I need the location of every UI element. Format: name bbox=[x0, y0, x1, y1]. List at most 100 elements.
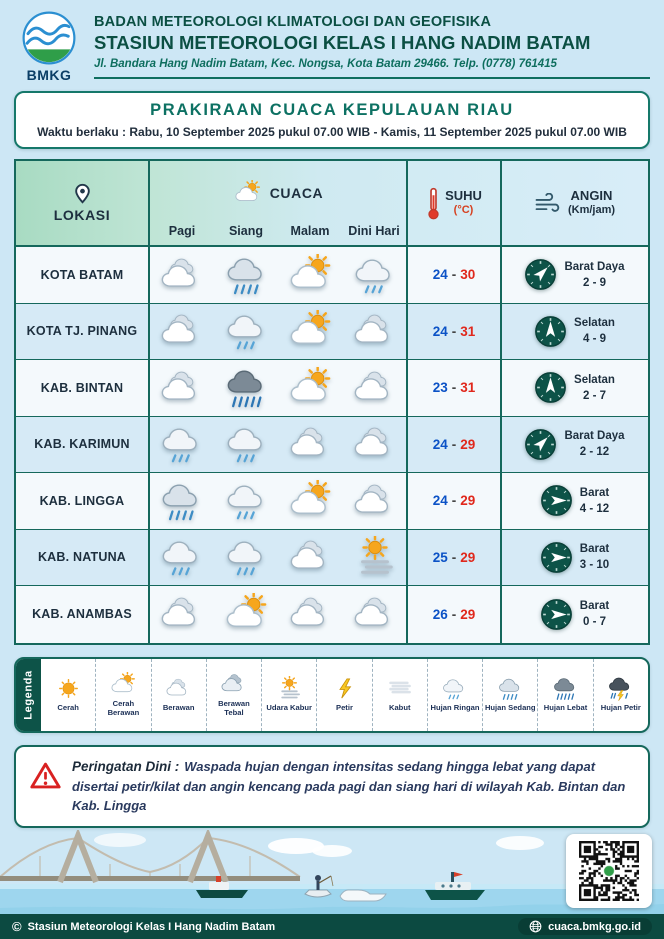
globe-icon bbox=[529, 920, 542, 933]
wind-compass-icon bbox=[535, 315, 566, 347]
table-header: LOKASI CUACA Pagi Siang Malam Dini Hari … bbox=[16, 161, 648, 247]
weather-icon bbox=[352, 480, 398, 522]
weather-icon bbox=[288, 423, 334, 465]
temp-min: 24 bbox=[432, 267, 448, 283]
location-label: KOTA BATAM bbox=[16, 247, 150, 303]
station-address: Jl. Bandara Hang Nadim Batam, Kec. Nongs… bbox=[94, 58, 557, 70]
wind-cell: Barat 0 - 7 bbox=[502, 598, 648, 630]
temp-min: 24 bbox=[432, 493, 448, 509]
temp-min: 24 bbox=[432, 436, 448, 452]
weather-icon bbox=[224, 536, 270, 578]
weather-icon bbox=[288, 479, 334, 522]
weather-icon bbox=[288, 253, 334, 296]
wind-cell: Barat Daya 2 - 9 bbox=[502, 259, 648, 291]
wind-speed: 2 - 9 bbox=[582, 276, 606, 289]
temperature-cell: 23-31 bbox=[408, 360, 502, 416]
legend-item-label: Hujan Lebat bbox=[543, 703, 588, 713]
temp-min: 26 bbox=[432, 606, 448, 622]
weather-icon bbox=[159, 480, 205, 522]
wind-cell: Selatan 2 - 7 bbox=[502, 372, 648, 404]
temp-min: 25 bbox=[432, 549, 448, 565]
legend-item-label: Cerah Berawan bbox=[107, 698, 140, 717]
station-name: Stasiun Meteorologi Kelas I Hang Nadim B… bbox=[27, 920, 276, 933]
bmkg-logo-text: BMKG bbox=[26, 67, 72, 83]
wind-cell: Barat Daya 2 - 12 bbox=[502, 428, 648, 460]
temp-max: 31 bbox=[460, 380, 476, 396]
legend-item: Petir bbox=[317, 658, 373, 731]
weather-icon bbox=[224, 254, 270, 296]
weather-icon bbox=[352, 367, 398, 409]
weather-icon bbox=[352, 254, 398, 296]
legend-item-label: Berawan bbox=[162, 703, 195, 713]
temperature-cell: 24-31 bbox=[408, 303, 502, 359]
wind-direction: Barat Daya bbox=[564, 430, 625, 443]
wind-compass-icon bbox=[540, 541, 572, 573]
landscape-illustration bbox=[0, 830, 664, 914]
legend-item: Hujan Ringan bbox=[428, 658, 484, 731]
time-label-siang: Siang bbox=[228, 224, 264, 238]
legend-title: Legenda bbox=[22, 669, 35, 720]
weather-icon bbox=[159, 310, 205, 352]
weather-icon bbox=[159, 593, 205, 635]
table-row: KAB. BINTAN 23-31 Selatan 2 - 7 bbox=[16, 360, 648, 417]
warning-box: Peringatan Dini : Waspada hujan dengan in… bbox=[14, 744, 650, 828]
warning-triangle-icon bbox=[30, 762, 61, 790]
legend-item: Berawan bbox=[152, 658, 207, 731]
legend-item: Berawan Tebal bbox=[207, 658, 263, 731]
angin-unit: (Km/jam) bbox=[567, 204, 616, 217]
weather-icon bbox=[159, 536, 205, 578]
legend-item-label: Udara Kabur bbox=[266, 703, 312, 713]
legend: Legenda Cerah Cerah Berawan Berawan Bera… bbox=[14, 656, 650, 733]
thermometer-icon bbox=[426, 187, 441, 220]
temp-max: 29 bbox=[460, 493, 476, 509]
weather-icon bbox=[552, 676, 579, 701]
table-row: KOTA BATAM 24-30 Barat Daya 2 - 9 bbox=[16, 247, 648, 304]
station-title: STASIUN METEOROLOGI KELAS I HANG NADIM B… bbox=[94, 32, 591, 53]
copyright-icon: © bbox=[12, 919, 22, 934]
legend-item: Hujan Lebat bbox=[538, 658, 594, 731]
location-pin-icon bbox=[73, 183, 92, 204]
footer-illustration bbox=[0, 830, 664, 914]
wind-compass-icon bbox=[525, 259, 557, 291]
wind-compass-icon bbox=[540, 598, 572, 630]
column-lokasi: LOKASI bbox=[16, 161, 150, 245]
header-text: BADAN METEOROLOGI KLIMATOLOGI DAN GEOFIS… bbox=[94, 14, 650, 79]
legend-item-label: Berawan Tebal bbox=[218, 698, 250, 717]
bmkg-logo: BMKG bbox=[16, 10, 82, 83]
legend-item: Hujan Petir bbox=[594, 659, 648, 731]
time-label-dini-hari: Dini Hari bbox=[348, 224, 400, 238]
warning-label: Peringatan Dini : bbox=[72, 758, 180, 774]
temp-max: 29 bbox=[460, 436, 476, 452]
wind-direction: Selatan bbox=[574, 373, 615, 386]
org-name: BADAN METEOROLOGI KLIMATOLOGI DAN GEOFIS… bbox=[94, 14, 492, 30]
temp-max: 29 bbox=[460, 549, 476, 565]
legend-tab: Legenda bbox=[16, 658, 41, 731]
weather-icon bbox=[386, 676, 413, 701]
weather-icon bbox=[165, 676, 192, 701]
weather-icon bbox=[159, 423, 205, 465]
legend-item-label: Kabut bbox=[388, 703, 411, 713]
temperature-cell: 24-29 bbox=[408, 473, 502, 529]
temp-min: 24 bbox=[432, 323, 448, 339]
legend-item: Udara Kabur bbox=[262, 658, 318, 731]
table-row: KAB. ANAMBAS 26-29 Barat 0 - 7 bbox=[16, 586, 648, 643]
website-url: cuaca.bmkg.go.id bbox=[548, 920, 641, 933]
weather-icon bbox=[224, 480, 270, 522]
forecast-table: LOKASI CUACA Pagi Siang Malam Dini Hari … bbox=[14, 159, 650, 645]
weather-icon bbox=[441, 676, 468, 701]
angin-label: ANGIN bbox=[570, 188, 613, 203]
temperature-cell: 24-29 bbox=[408, 416, 502, 472]
wind-compass-icon bbox=[535, 372, 566, 404]
suhu-unit: (°C) bbox=[453, 204, 474, 217]
page-title: PRAKIRAAN CUACA KEPULAUAN RIAU bbox=[150, 101, 514, 119]
weather-icon bbox=[331, 676, 358, 701]
time-label-pagi: Pagi bbox=[168, 224, 196, 238]
qr-box bbox=[566, 834, 652, 908]
table-row: KAB. LINGGA 24-29 Barat 4 - 12 bbox=[16, 473, 648, 530]
table-row: KOTA TJ. PINANG 24-31 Selatan 4 - 9 bbox=[16, 303, 648, 360]
weather-icon bbox=[224, 310, 270, 352]
temp-max: 31 bbox=[460, 323, 476, 339]
legend-item-label: Hujan Ringan bbox=[430, 703, 480, 713]
legend-item: Cerah bbox=[41, 658, 97, 731]
